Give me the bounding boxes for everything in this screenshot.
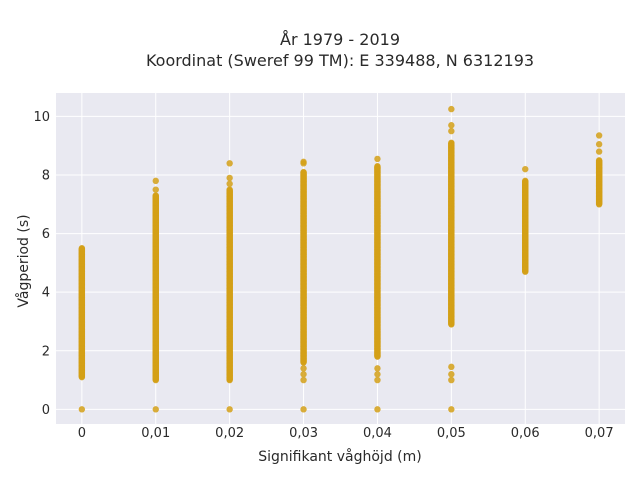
y-tick-label: 10 [33, 110, 50, 125]
data-point [152, 186, 159, 193]
data-point [226, 174, 233, 182]
x-tick-label: 0 [78, 426, 86, 441]
y-tick-label: 6 [42, 227, 50, 242]
data-point [595, 141, 603, 148]
x-tick-label: 0,06 [511, 426, 540, 441]
data-point [448, 139, 455, 146]
data-point [448, 122, 455, 129]
data-point [300, 371, 307, 378]
data-point [226, 186, 233, 193]
y-tick-label: 2 [42, 344, 50, 359]
x-tick-label: 0,02 [215, 426, 244, 441]
y-tick-label: 4 [42, 286, 50, 301]
data-point [374, 365, 381, 372]
x-axis-title: Signifikant våghöjd (m) [258, 448, 421, 465]
data-point [595, 132, 603, 139]
chart-title-line-2: Koordinat (Sweref 99 TM): E 339488, N 63… [146, 51, 534, 70]
data-point [78, 245, 86, 252]
data-point [374, 406, 381, 413]
data-point [152, 177, 159, 185]
data-point [78, 406, 86, 413]
data-point [448, 127, 455, 135]
x-tick-label: 0,01 [141, 426, 170, 441]
x-tick-label: 0,03 [289, 426, 318, 441]
y-axis-title: Vågperiod (s) [15, 214, 32, 307]
data-point [300, 376, 307, 384]
data-point [374, 163, 381, 170]
x-tick-label: 0,05 [437, 426, 466, 441]
data-point [448, 376, 455, 384]
data-point [522, 165, 529, 173]
data-point [522, 177, 529, 185]
data-point [448, 363, 455, 371]
y-axis-ticks: 0 2 4 6 8 10 [33, 110, 50, 418]
data-point [374, 371, 381, 378]
data-point [226, 180, 233, 188]
data-point [448, 371, 455, 378]
data-point [448, 105, 455, 113]
data-points [78, 105, 603, 413]
x-axis-ticks: 0 0,01 0,02 0,03 0,04 0,05 0,06 0,07 [78, 426, 614, 441]
y-tick-label: 8 [42, 169, 50, 184]
x-tick-label: 0,07 [585, 426, 614, 441]
plot-area [56, 93, 625, 424]
data-point [448, 406, 455, 413]
data-point [300, 406, 307, 413]
x-tick-label: 0,04 [363, 426, 392, 441]
data-point [595, 148, 603, 155]
data-point [226, 160, 233, 167]
data-point [152, 406, 159, 413]
data-point [152, 192, 159, 199]
data-point [300, 365, 307, 372]
y-tick-label: 0 [42, 403, 50, 418]
data-point [374, 376, 381, 384]
data-point [300, 168, 307, 176]
data-point [374, 155, 381, 163]
data-point [226, 406, 233, 413]
chart-title-line-1: År 1979 - 2019 [280, 30, 400, 49]
data-point [595, 157, 603, 164]
data-point [300, 158, 307, 166]
